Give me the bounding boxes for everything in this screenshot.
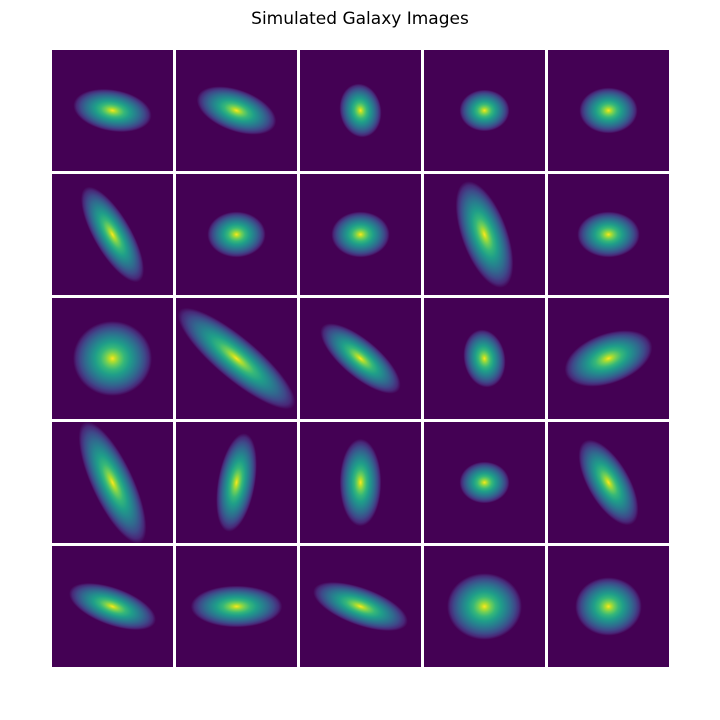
galaxy-panel [548,50,669,171]
galaxy-blob [72,321,153,396]
galaxy-panel [176,422,297,543]
galaxy-panel [300,174,421,295]
galaxy-panel [300,422,421,543]
galaxy-panel [52,50,173,171]
galaxy-blob [190,585,283,628]
galaxy-blob [447,573,522,640]
galaxy-blob [69,582,156,631]
galaxy-blob [339,438,382,527]
galaxy-blob [331,211,390,258]
galaxy-blob [320,323,401,394]
galaxy-panel [548,174,669,295]
galaxy-blob [578,439,639,526]
galaxy-blob [73,88,152,133]
galaxy-blob [339,83,382,138]
galaxy-blob [459,461,510,504]
galaxy-panel [300,298,421,419]
galaxy-panel [424,546,545,667]
galaxy-blob [463,329,506,388]
galaxy-panel [176,546,297,667]
galaxy-blob [207,211,266,258]
galaxy-panel [424,422,545,543]
galaxy-panel [52,298,173,419]
galaxy-panel [548,298,669,419]
galaxy-blob [577,211,640,258]
galaxy-panel [176,174,297,295]
galaxy-blob [78,422,147,543]
galaxy-blob [216,433,257,532]
galaxy-panel [548,546,669,667]
panels-layer [52,50,669,667]
galaxy-blob [564,330,653,387]
galaxy-panel [176,50,297,171]
galaxy-blob [575,577,642,636]
galaxy-blob [80,186,145,283]
chart-title: Simulated Galaxy Images [251,9,469,29]
galaxy-panel [548,422,669,543]
galaxy-panel [424,50,545,171]
galaxy-blob [455,181,514,288]
galaxy-panel [300,546,421,667]
galaxy-panel [52,174,173,295]
galaxy-panel [52,546,173,667]
galaxy-panel [52,422,173,543]
galaxy-panel [424,174,545,295]
galaxy-blob [313,581,408,632]
galaxy-blob [177,307,296,410]
galaxy-panel [424,298,545,419]
galaxy-panel [300,50,421,171]
galaxy-blob [196,86,277,135]
galaxy-panel [176,298,297,419]
galaxy-blob [459,89,510,132]
galaxy-blob [579,87,638,134]
